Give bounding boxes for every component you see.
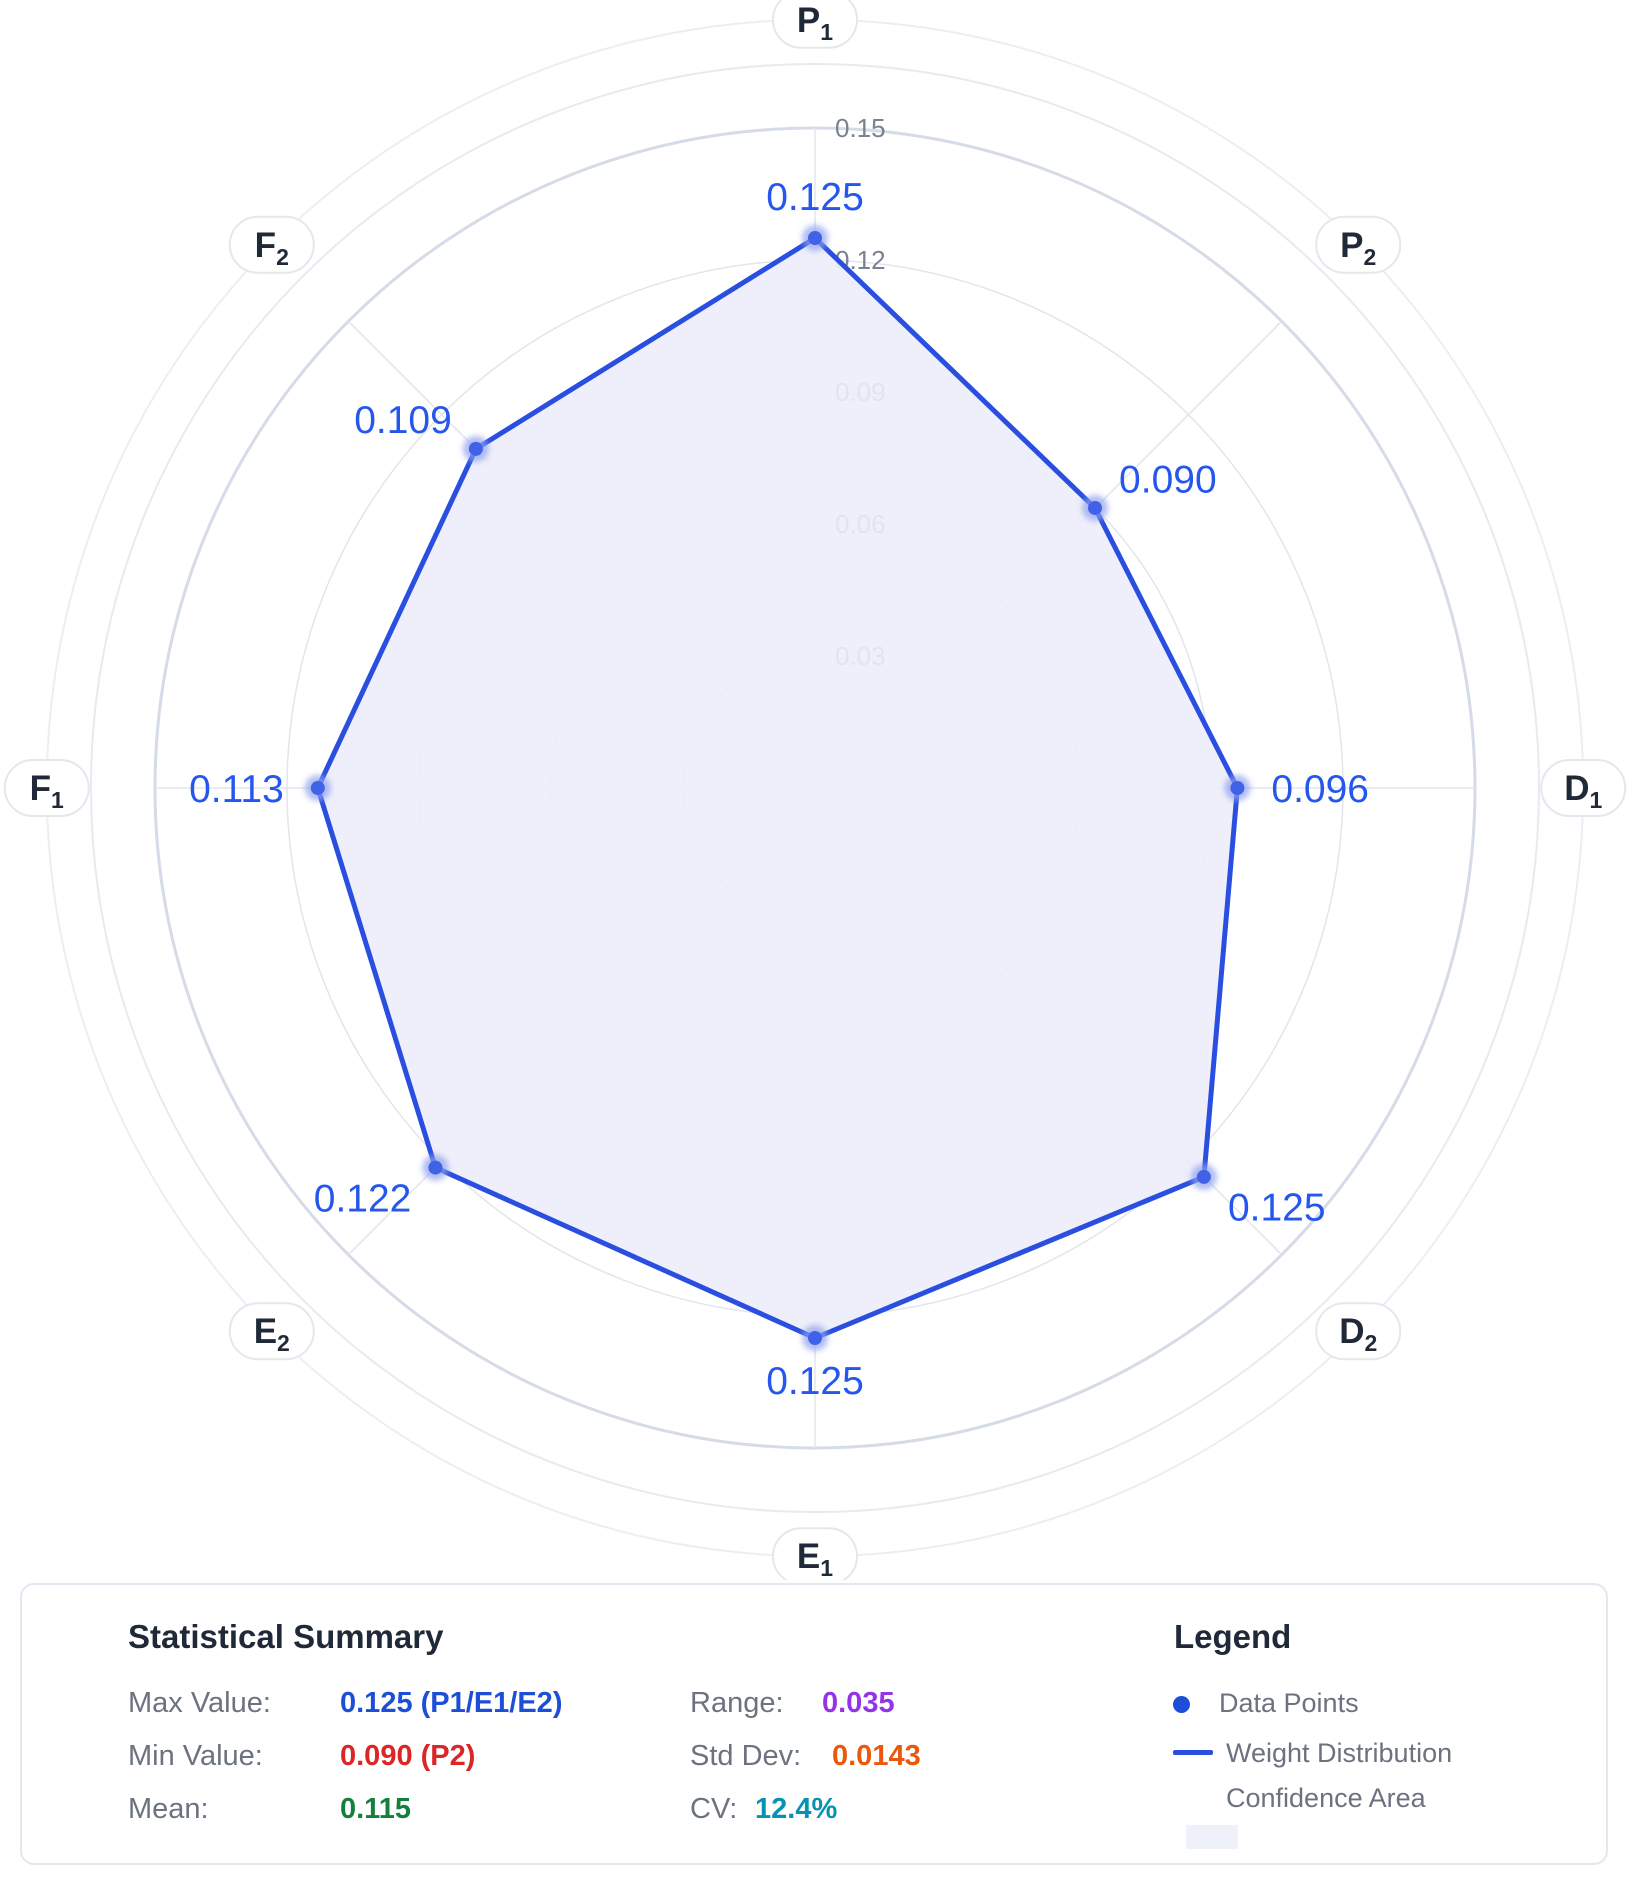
mean-label: Mean: bbox=[128, 1793, 209, 1825]
max-value-label: Max Value: bbox=[128, 1687, 271, 1719]
data-point bbox=[1088, 500, 1103, 515]
value-label: 0.096 bbox=[1271, 768, 1369, 811]
data-point bbox=[1196, 1169, 1211, 1184]
statistical-summary-card: Statistical Summary Max Value: 0.125 (P1… bbox=[20, 1583, 1608, 1865]
axis-label: D1 bbox=[1540, 759, 1627, 817]
legend-item-data-points: Data Points bbox=[1219, 1688, 1359, 1718]
radial-tick-label: 0.15 bbox=[835, 113, 886, 143]
min-value-label: Min Value: bbox=[128, 1740, 263, 1772]
axis-label-pill bbox=[1540, 759, 1627, 817]
axis-label-text: E2 bbox=[254, 1312, 290, 1356]
axis-label-pill bbox=[3, 759, 90, 817]
axis-label-text: D2 bbox=[1339, 1312, 1377, 1356]
axis-label-text: D1 bbox=[1564, 769, 1602, 813]
axis-label-pill bbox=[772, 1527, 858, 1580]
axis-label: E1 bbox=[772, 1527, 858, 1580]
cv-label: CV: bbox=[690, 1793, 738, 1825]
summary-title: Statistical Summary bbox=[128, 1618, 444, 1655]
range-label: Range: bbox=[690, 1687, 784, 1719]
max-value: 0.125 (P1/E1/E2) bbox=[340, 1687, 563, 1719]
range-value: 0.035 bbox=[822, 1687, 895, 1719]
axis-label-pill bbox=[228, 215, 315, 274]
legend-item-weight-distribution: Weight Distribution bbox=[1226, 1738, 1453, 1768]
outer-ring bbox=[89, 62, 1541, 1514]
axis-label: E2 bbox=[228, 1302, 315, 1361]
axis-label-text: F2 bbox=[255, 226, 289, 270]
value-label: 0.109 bbox=[354, 399, 452, 442]
weight-distribution-legend-line bbox=[1173, 1750, 1213, 1755]
value-label: 0.113 bbox=[189, 768, 284, 811]
value-label: 0.125 bbox=[766, 1360, 864, 1403]
min-value: 0.090 (P2) bbox=[340, 1740, 476, 1772]
axis-label: F2 bbox=[228, 215, 315, 274]
std-dev-value: 0.0143 bbox=[832, 1740, 921, 1772]
data-point bbox=[808, 231, 822, 245]
axis-label-text: E1 bbox=[797, 1537, 833, 1580]
data-point bbox=[1230, 781, 1245, 795]
axis-label: P2 bbox=[1315, 215, 1402, 274]
legend-title: Legend bbox=[1174, 1618, 1292, 1655]
mean-value: 0.115 bbox=[340, 1793, 411, 1825]
axis-label-pill bbox=[1315, 215, 1402, 274]
axis-label: P1 bbox=[772, 0, 858, 49]
confidence-area-legend-swatch bbox=[1186, 1825, 1238, 1849]
confidence-area bbox=[317, 238, 1238, 1338]
axis-label-text: P2 bbox=[1340, 226, 1376, 270]
legend-item-confidence-area: Confidence Area bbox=[1226, 1783, 1426, 1813]
value-label: 0.122 bbox=[314, 1177, 412, 1220]
axis-label: F1 bbox=[3, 759, 90, 817]
value-label: 0.090 bbox=[1119, 458, 1217, 501]
value-label: 0.125 bbox=[766, 176, 864, 219]
axis-label-pill bbox=[228, 1302, 315, 1361]
data-points-legend-marker bbox=[1173, 1696, 1190, 1713]
radar-chart: 0.030.060.090.120.15 0.1250.0900.0960.12… bbox=[3, 0, 1627, 1580]
cv-value: 12.4% bbox=[755, 1793, 838, 1825]
value-label: 0.125 bbox=[1228, 1187, 1326, 1230]
axis-label: D2 bbox=[1315, 1302, 1402, 1361]
data-point bbox=[468, 441, 483, 456]
data-point bbox=[808, 1331, 822, 1345]
axis-label-pill bbox=[772, 0, 858, 49]
std-dev-label: Std Dev: bbox=[690, 1740, 802, 1772]
axis-label-pill bbox=[1315, 1302, 1402, 1361]
axis-label-text: F1 bbox=[30, 769, 64, 813]
data-point bbox=[310, 781, 325, 795]
axis-label-text: P1 bbox=[797, 1, 833, 45]
data-point bbox=[428, 1160, 443, 1175]
